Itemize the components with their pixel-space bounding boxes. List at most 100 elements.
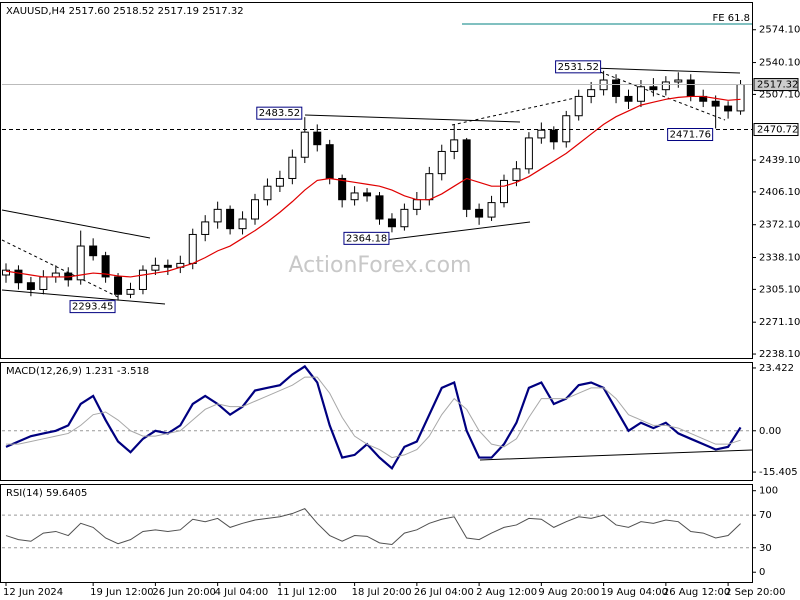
candle-body — [686, 79, 695, 97]
candle-body — [587, 89, 596, 97]
candle-body — [114, 276, 123, 295]
pane-title: MACD(12,26,9) 1.231 -3.518 — [6, 366, 149, 377]
annotation: 2531.52 — [558, 62, 599, 73]
candle-body — [437, 150, 446, 175]
annotation: 2364.18 — [346, 233, 387, 244]
x-tick-label: 26 Jun 20:00 — [152, 587, 216, 598]
candle-body — [462, 139, 471, 210]
annotation-box — [256, 106, 303, 120]
candle-body — [275, 177, 284, 187]
candle-body — [151, 264, 160, 271]
annotation: 2471.76 — [670, 130, 711, 141]
candle-body — [574, 95, 583, 117]
candle-body — [350, 192, 359, 201]
x-tick-label: 2 Sep 20:00 — [725, 587, 785, 598]
candle-body — [649, 86, 658, 91]
candle-body — [412, 199, 421, 210]
candle-body — [387, 218, 396, 228]
annotation-box — [343, 231, 390, 245]
x-tick-label: 18 Jul 20:00 — [352, 587, 412, 598]
rsi-pane — [0, 484, 753, 583]
candle-body — [375, 195, 384, 220]
annotation-box — [69, 300, 116, 314]
candle-body — [450, 139, 459, 152]
price-label: 2517.32 — [757, 80, 798, 91]
y-tick-label: 0 — [759, 567, 765, 578]
candle-body — [636, 86, 645, 102]
candle-body — [226, 208, 235, 230]
watermark: ActionForex.com — [289, 253, 472, 278]
y-tick-label: 30 — [759, 543, 772, 554]
candle-body — [26, 282, 35, 290]
annotation: 2293.45 — [72, 302, 113, 313]
candle-body — [313, 131, 322, 146]
candle-body — [138, 269, 147, 290]
y-tick-label: 100 — [759, 486, 778, 497]
moving-average — [5, 95, 741, 278]
x-tick-label: 9 Aug 20:00 — [538, 587, 599, 598]
candle-body — [524, 137, 533, 170]
candle-body — [537, 129, 546, 139]
y-tick-label: 2271.10 — [759, 317, 800, 328]
y-tick-label: 2507.10 — [759, 89, 800, 100]
fe-label: FE 61.8 — [712, 13, 750, 24]
pane-title: XAUUSD,H4 2517.60 2518.52 2517.19 2517.3… — [6, 6, 244, 17]
candle-body — [76, 245, 85, 281]
candle-body — [512, 168, 521, 181]
candle-body — [163, 264, 172, 268]
y-tick-label: 2305.10 — [759, 284, 800, 295]
x-tick-label: 4 Jul 04:00 — [215, 587, 269, 598]
y-tick-label: 2439.10 — [759, 155, 800, 166]
candle-body — [475, 208, 484, 218]
candle-body — [213, 208, 222, 223]
candle-body — [549, 129, 558, 143]
price-pane — [0, 2, 753, 359]
candle-body — [612, 79, 621, 97]
trend-lines — [1, 67, 753, 461]
indicator-line — [5, 364, 742, 471]
candle-body — [661, 81, 670, 91]
annotation-box — [667, 128, 714, 142]
price-label: 2470.72 — [757, 125, 798, 136]
candle-body — [338, 177, 347, 201]
x-tick-label: 26 Jul 04:00 — [414, 587, 474, 598]
trend-line — [1, 209, 151, 239]
y-tick-label: 2574.10 — [759, 25, 800, 36]
candle-body — [89, 245, 98, 257]
candle-body — [624, 95, 633, 102]
x-tick-label: 12 Jun 2024 — [3, 587, 63, 598]
candle-body — [126, 288, 135, 295]
y-tick-label: 0.00 — [759, 426, 781, 437]
candle-body — [188, 233, 197, 264]
trend-line — [591, 67, 741, 74]
candle-body — [263, 185, 272, 201]
candle-body — [363, 192, 372, 197]
candle-body — [251, 199, 259, 220]
y-tick-label: 2338.10 — [759, 253, 800, 264]
y-tick-label: 2372.10 — [759, 220, 800, 231]
x-tick-label: 19 Jun 12:00 — [90, 587, 154, 598]
candle-body — [288, 156, 297, 179]
indicator-line — [6, 376, 741, 459]
trend-line — [451, 97, 576, 126]
y-tick-label: 2540.10 — [759, 58, 800, 69]
candle-body — [39, 276, 48, 290]
x-tick-label: 19 Aug 04:00 — [601, 587, 668, 598]
candle-body — [238, 218, 247, 230]
annotation-box — [555, 60, 602, 74]
candle-body — [325, 144, 334, 179]
macd-pane — [0, 362, 753, 481]
candle-body — [500, 179, 508, 204]
candle-body — [724, 105, 733, 112]
candle-body — [562, 115, 571, 143]
price-label-box — [753, 123, 799, 137]
candle-body — [201, 221, 210, 235]
candle-body — [487, 202, 496, 218]
annotation: 2483.52 — [259, 108, 300, 119]
candle-body — [674, 79, 683, 83]
candle-body — [101, 255, 110, 278]
candle-body — [711, 100, 720, 107]
candle-body — [425, 173, 434, 201]
trend-line — [304, 114, 521, 123]
